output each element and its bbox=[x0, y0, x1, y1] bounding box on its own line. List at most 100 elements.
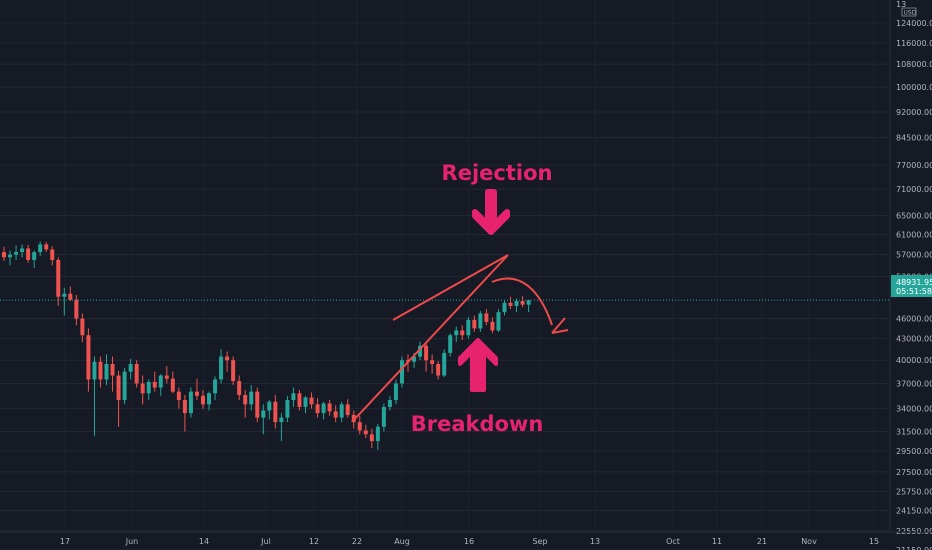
candle bbox=[104, 354, 109, 386]
price-tick-label: 25750.00 bbox=[896, 488, 932, 497]
time-tick-label: Sep bbox=[532, 537, 547, 546]
candle bbox=[472, 315, 477, 332]
price-tick-label: 46000.00 bbox=[896, 315, 932, 324]
candle bbox=[237, 375, 242, 401]
price-tick-label: 29500.00 bbox=[896, 447, 932, 456]
price-tick-label: 21150.00 bbox=[896, 546, 932, 550]
candle-body bbox=[339, 404, 344, 418]
candle bbox=[321, 401, 326, 420]
candle bbox=[38, 241, 43, 256]
candle-body bbox=[255, 391, 260, 418]
time-tick-label: Oct bbox=[666, 537, 680, 546]
candle bbox=[170, 371, 175, 394]
price-axis-top-partial-label: 13 bbox=[896, 0, 906, 9]
candle bbox=[122, 367, 127, 405]
candle-body bbox=[520, 300, 525, 305]
candle-body bbox=[200, 395, 205, 405]
candle-body bbox=[50, 249, 55, 260]
time-tick-label: 14 bbox=[199, 537, 209, 546]
candle bbox=[508, 296, 513, 310]
time-axis[interactable]: 17 Jun 14 Jul 12 22 Aug 16 Sep 13 Oct 11 21 Nov 15 bbox=[60, 537, 879, 546]
price-tick-label: 124000.00 bbox=[896, 19, 932, 28]
current-price-value: 48931.95 bbox=[896, 278, 932, 287]
candle-body bbox=[430, 360, 435, 364]
candle-body bbox=[514, 300, 519, 306]
candle-body bbox=[8, 254, 13, 258]
candle-body bbox=[219, 356, 224, 380]
candle bbox=[327, 400, 332, 416]
candle bbox=[50, 246, 55, 266]
candle bbox=[478, 310, 483, 332]
candle-body bbox=[375, 426, 380, 442]
price-tick-label: 37000.00 bbox=[896, 379, 932, 388]
candle bbox=[333, 405, 338, 423]
candle bbox=[164, 366, 169, 384]
time-tick-label: Jul bbox=[260, 537, 271, 546]
candle bbox=[92, 356, 97, 437]
candle-body bbox=[526, 300, 531, 305]
candle bbox=[339, 401, 344, 423]
candle-body bbox=[194, 391, 199, 396]
candle-body bbox=[182, 400, 187, 414]
price-tick-label: 108000.00 bbox=[896, 60, 932, 69]
time-tick-label: 12 bbox=[309, 537, 319, 546]
candle bbox=[273, 394, 278, 429]
candle bbox=[460, 325, 465, 341]
candle bbox=[285, 395, 290, 423]
candle bbox=[514, 298, 519, 313]
candle bbox=[194, 378, 199, 401]
rejection-arrow-icon bbox=[472, 189, 510, 235]
candle bbox=[442, 349, 447, 378]
candle-body bbox=[44, 244, 49, 250]
price-tick-label: 92000.00 bbox=[896, 108, 932, 117]
candle-body bbox=[164, 375, 169, 379]
candle-body bbox=[297, 393, 302, 407]
candle-body bbox=[20, 248, 25, 253]
candle-body bbox=[249, 391, 254, 405]
price-tick-label: 31500.00 bbox=[896, 427, 932, 436]
candle-body bbox=[315, 404, 320, 414]
candle-body bbox=[448, 335, 453, 353]
candle bbox=[225, 351, 230, 372]
candle bbox=[526, 299, 531, 313]
price-tick-label: 100000.00 bbox=[896, 83, 932, 92]
projected-path-curve bbox=[491, 277, 553, 326]
candle bbox=[315, 398, 320, 418]
candle-body bbox=[478, 313, 483, 329]
candle-body bbox=[80, 318, 85, 336]
time-tick-label: 21 bbox=[757, 537, 767, 546]
candle bbox=[484, 309, 489, 326]
time-tick-label: Jun bbox=[125, 537, 139, 546]
candle bbox=[261, 404, 266, 435]
candle bbox=[62, 287, 67, 316]
candle-body bbox=[170, 378, 175, 392]
candle-body bbox=[2, 252, 6, 258]
candle-body bbox=[146, 381, 151, 394]
candle-body bbox=[261, 410, 266, 418]
price-tick-label: 57000.00 bbox=[896, 251, 932, 260]
candle-body bbox=[321, 403, 326, 414]
candle bbox=[213, 376, 218, 401]
candle bbox=[152, 371, 157, 392]
candle-body bbox=[345, 404, 350, 415]
candle-body bbox=[176, 391, 181, 401]
candle bbox=[207, 391, 212, 411]
candle bbox=[2, 246, 6, 262]
candle-body bbox=[243, 394, 248, 405]
candle bbox=[303, 395, 308, 414]
candle-body bbox=[412, 356, 417, 362]
candle bbox=[490, 317, 495, 334]
wedge-upper-line bbox=[392, 254, 509, 321]
svg-text:USD: USD bbox=[904, 10, 917, 17]
candle bbox=[502, 300, 507, 316]
candle bbox=[200, 389, 205, 409]
candle bbox=[418, 341, 423, 361]
candle-body bbox=[38, 244, 43, 253]
candle-body bbox=[128, 363, 133, 372]
candle bbox=[267, 400, 272, 420]
rejection-label: Rejection bbox=[442, 161, 553, 185]
candle bbox=[249, 385, 254, 411]
candle-body bbox=[26, 248, 31, 260]
time-tick-label: 17 bbox=[60, 537, 70, 546]
